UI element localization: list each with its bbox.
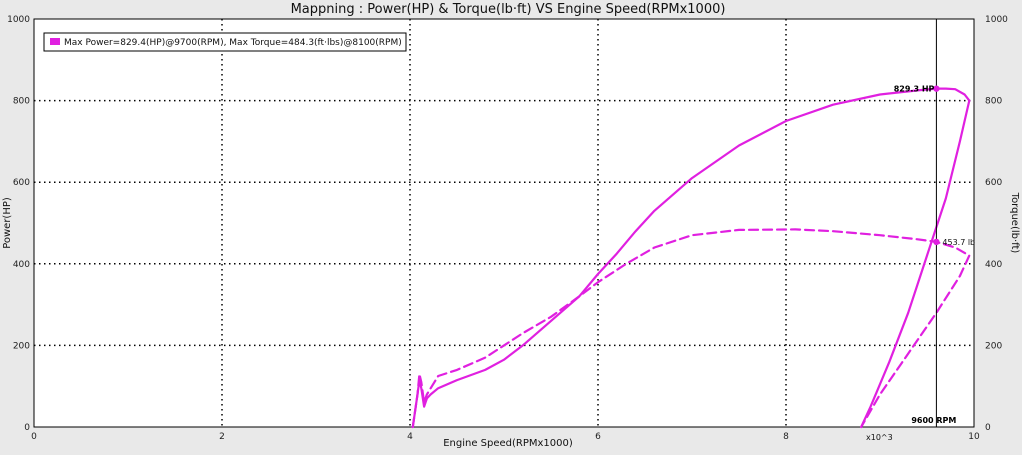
y-tick-label-right: 800 bbox=[985, 97, 1002, 107]
x-tick-label: 4 bbox=[407, 432, 413, 442]
chart-title: Mappning : Power(HP) & Torque(lb·ft) VS … bbox=[291, 2, 726, 17]
cursor: 829.3 HP 453.7 lb 9600 RPM bbox=[894, 19, 975, 427]
power-marker bbox=[933, 85, 940, 92]
y-tick-label-right: 0 bbox=[985, 423, 991, 433]
x-tick-label: 10 bbox=[968, 432, 980, 442]
y-axis-title-left: Power(HP) bbox=[2, 197, 13, 249]
y-tick-label-left: 400 bbox=[13, 260, 30, 270]
y-axis-title-right: Torque(lb·ft) bbox=[1009, 192, 1020, 254]
y-tick-label-left: 1000 bbox=[7, 15, 30, 25]
x-scale-note: x10^3 bbox=[866, 433, 893, 442]
x-tick-label: 2 bbox=[219, 432, 225, 442]
y-tick-label-left: 800 bbox=[13, 97, 30, 107]
y-tick-label-left: 600 bbox=[13, 178, 30, 188]
y-tick-label-left: 200 bbox=[13, 341, 30, 351]
power-series-line bbox=[411, 87, 971, 429]
x-tick-label: 8 bbox=[783, 432, 789, 442]
power-marker-label: 829.3 HP bbox=[894, 85, 935, 94]
cursor-rpm-label: 9600 RPM bbox=[911, 416, 956, 425]
torque-series-line bbox=[411, 228, 971, 429]
y-tick-label-right: 200 bbox=[985, 341, 1002, 351]
y-tick-label-right: 400 bbox=[985, 260, 1002, 270]
legend: Max Power=829.4(HP)@9700(RPM), Max Torqu… bbox=[43, 32, 407, 52]
series-lines bbox=[411, 87, 971, 429]
torque-marker-label: 453.7 lb bbox=[942, 238, 975, 247]
torque-marker bbox=[933, 238, 940, 246]
y-tick-label-right: 1000 bbox=[985, 15, 1008, 25]
plot-area bbox=[33, 18, 975, 428]
legend-box bbox=[43, 32, 407, 52]
x-tick-label: 6 bbox=[595, 432, 601, 442]
y-tick-label-left: 0 bbox=[24, 423, 30, 433]
x-tick-label: 0 bbox=[31, 432, 37, 442]
y-tick-label-right: 600 bbox=[985, 178, 1002, 188]
x-axis-title: Engine Speed(RPMx1000) bbox=[443, 438, 573, 449]
legend-text: Max Power=829.4(HP)@9700(RPM), Max Torqu… bbox=[64, 38, 402, 48]
legend-swatch bbox=[50, 38, 60, 45]
